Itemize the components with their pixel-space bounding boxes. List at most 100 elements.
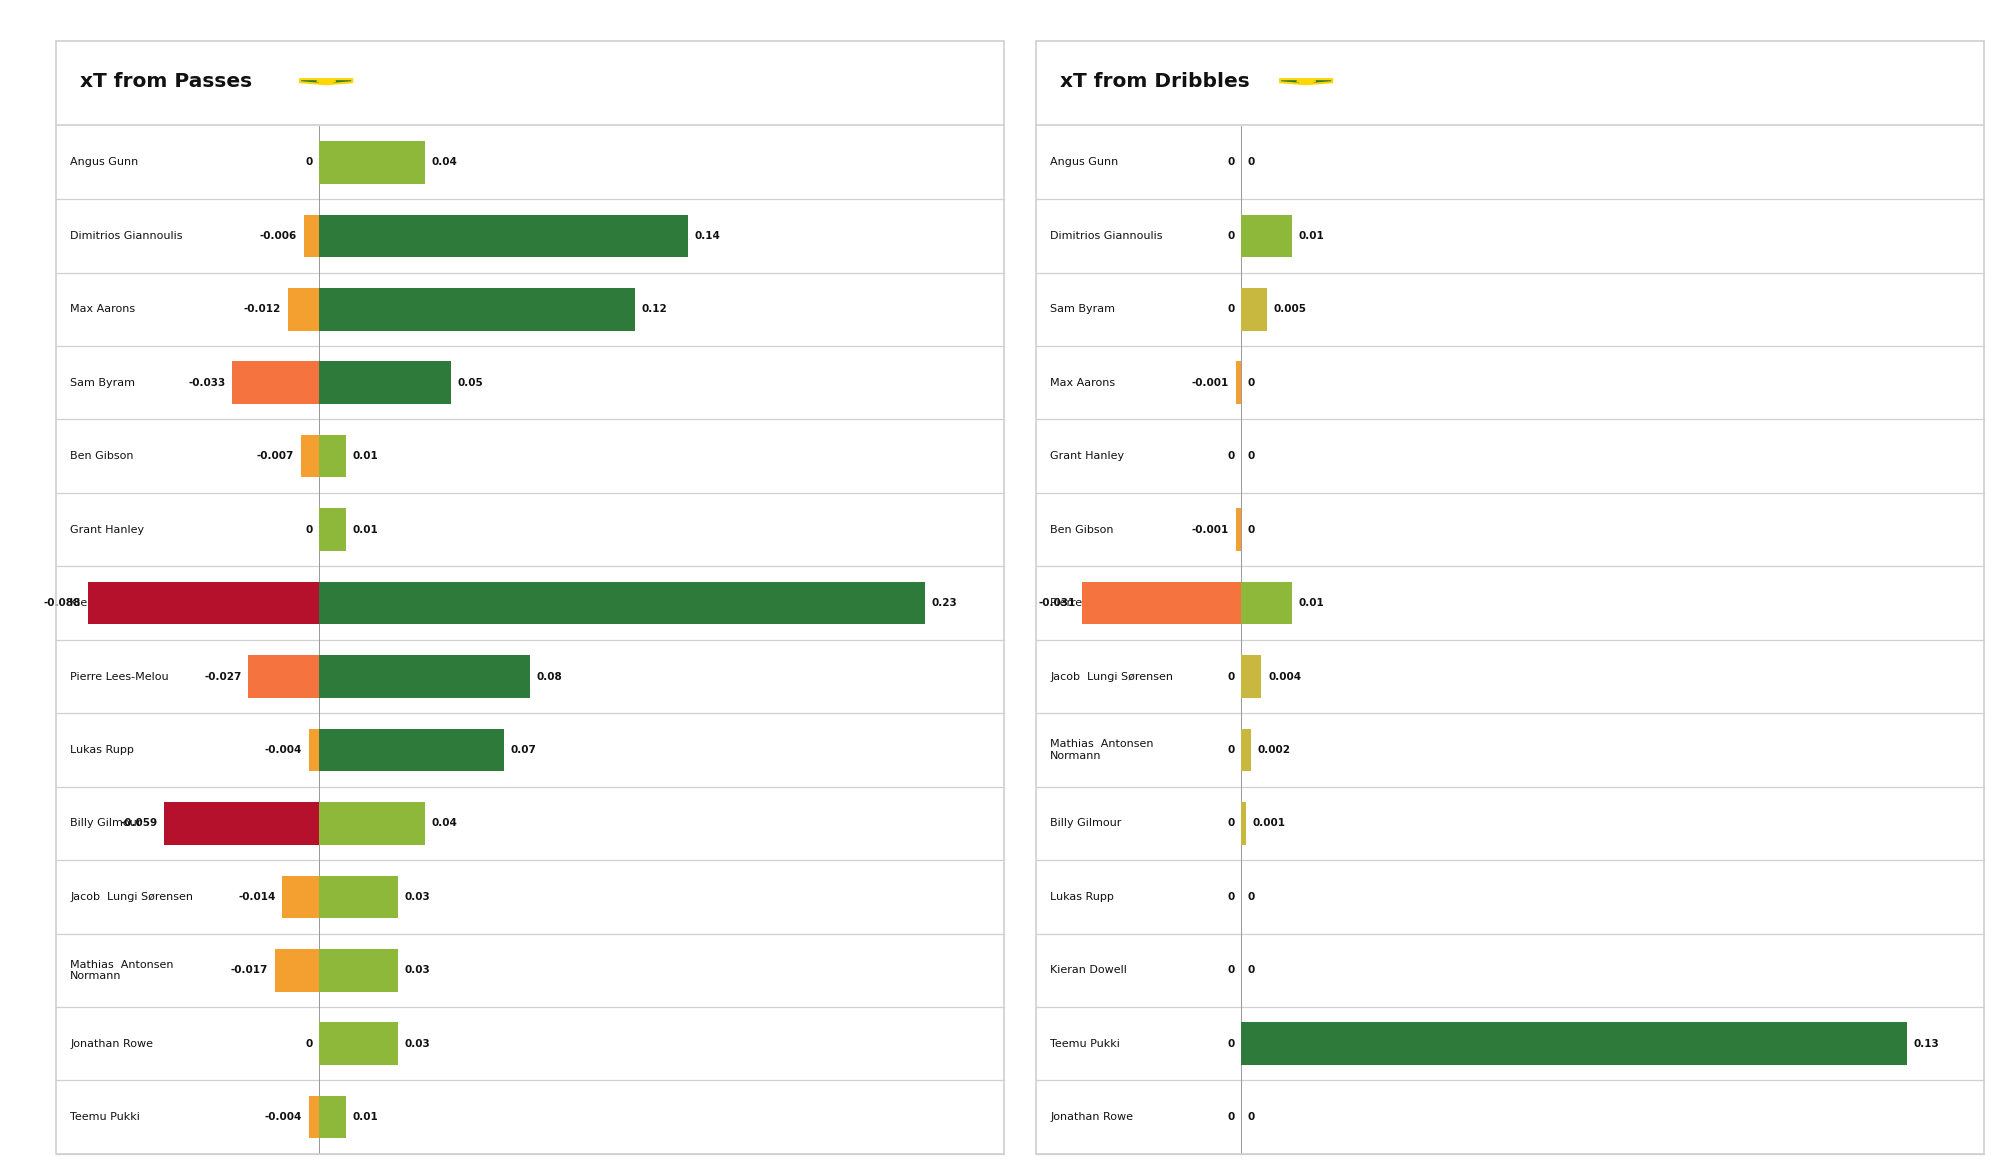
Bar — [320, 582, 924, 624]
Text: Lukas Rupp: Lukas Rupp — [1050, 892, 1114, 902]
Text: 0: 0 — [306, 1039, 312, 1049]
Bar — [1240, 1022, 1908, 1065]
Bar — [320, 875, 398, 918]
Text: 0.002: 0.002 — [1258, 745, 1290, 756]
Text: 0: 0 — [1248, 524, 1254, 535]
Text: 0.01: 0.01 — [352, 451, 378, 462]
Text: -0.001: -0.001 — [1192, 524, 1230, 535]
Circle shape — [320, 82, 332, 83]
Bar — [320, 435, 346, 477]
Bar — [288, 288, 320, 330]
Bar — [248, 656, 320, 698]
Bar — [320, 509, 346, 551]
Text: 0: 0 — [1248, 157, 1254, 168]
Text: Max Aarons: Max Aarons — [70, 304, 136, 315]
Text: 0.001: 0.001 — [1252, 818, 1286, 828]
Text: Teemu Pukki: Teemu Pukki — [1050, 1039, 1120, 1049]
Text: Billy Gilmour: Billy Gilmour — [1050, 818, 1122, 828]
Bar — [1240, 728, 1252, 771]
Text: Billy Gilmour: Billy Gilmour — [70, 818, 142, 828]
Text: 0: 0 — [1228, 451, 1234, 462]
Text: 0: 0 — [1248, 377, 1254, 388]
Text: Kieran Dowell: Kieran Dowell — [1050, 965, 1128, 975]
Circle shape — [1300, 82, 1312, 83]
Text: -0.006: -0.006 — [260, 230, 296, 241]
Bar — [320, 728, 504, 771]
Text: 0.01: 0.01 — [352, 1112, 378, 1122]
Bar — [1240, 656, 1262, 698]
Text: -0.004: -0.004 — [264, 1112, 302, 1122]
Text: xT from Passes: xT from Passes — [80, 72, 252, 92]
Text: -0.031: -0.031 — [1038, 598, 1076, 609]
Text: 0.23: 0.23 — [932, 598, 958, 609]
Bar — [320, 215, 688, 257]
Text: 0: 0 — [1248, 1112, 1254, 1122]
Bar — [320, 949, 398, 992]
Text: Max Aarons: Max Aarons — [1050, 377, 1116, 388]
Text: 0: 0 — [306, 157, 312, 168]
Text: 0: 0 — [1228, 892, 1234, 902]
Bar — [1240, 215, 1292, 257]
Text: Teemu Pukki: Teemu Pukki — [70, 1112, 140, 1122]
Bar — [304, 215, 320, 257]
Bar — [88, 582, 320, 624]
Bar — [1240, 582, 1292, 624]
Text: 0.07: 0.07 — [510, 745, 536, 756]
Polygon shape — [1280, 79, 1332, 85]
Text: 0.03: 0.03 — [404, 965, 430, 975]
Text: Jonathan Rowe: Jonathan Rowe — [1050, 1112, 1134, 1122]
Text: Lukas Rupp: Lukas Rupp — [70, 745, 134, 756]
Text: 0.04: 0.04 — [432, 157, 458, 168]
Text: 0: 0 — [1228, 304, 1234, 315]
Text: -0.088: -0.088 — [44, 598, 80, 609]
Bar — [164, 803, 320, 845]
Text: 0: 0 — [1228, 818, 1234, 828]
Text: 0.01: 0.01 — [1298, 230, 1324, 241]
Text: 0: 0 — [1248, 892, 1254, 902]
Text: 0.004: 0.004 — [1268, 671, 1302, 682]
Text: 0.05: 0.05 — [458, 377, 484, 388]
Text: -0.012: -0.012 — [244, 304, 282, 315]
Circle shape — [1296, 80, 1316, 82]
Bar — [1240, 288, 1266, 330]
Text: 0: 0 — [1228, 157, 1234, 168]
Text: -0.017: -0.017 — [230, 965, 268, 975]
Text: -0.001: -0.001 — [1192, 377, 1230, 388]
Text: 0.03: 0.03 — [404, 1039, 430, 1049]
Bar — [1082, 582, 1240, 624]
Bar — [1236, 509, 1240, 551]
Polygon shape — [300, 79, 352, 85]
Bar — [232, 362, 320, 404]
Bar — [320, 362, 452, 404]
Text: Kieran Dowell: Kieran Dowell — [70, 598, 148, 609]
Text: -0.027: -0.027 — [204, 671, 242, 682]
Text: Jonathan Rowe: Jonathan Rowe — [70, 1039, 154, 1049]
Text: 0.01: 0.01 — [1298, 598, 1324, 609]
Circle shape — [316, 80, 336, 82]
Text: Pierre Lees-Melou: Pierre Lees-Melou — [1050, 598, 1148, 609]
Text: -0.033: -0.033 — [188, 377, 226, 388]
Text: 0: 0 — [1228, 1039, 1234, 1049]
Bar — [320, 803, 424, 845]
Text: 0: 0 — [1228, 745, 1234, 756]
Text: Grant Hanley: Grant Hanley — [70, 524, 144, 535]
Text: 0: 0 — [1228, 1112, 1234, 1122]
Bar — [320, 141, 424, 183]
Text: Dimitrios Giannoulis: Dimitrios Giannoulis — [70, 230, 182, 241]
Bar — [308, 728, 320, 771]
Text: -0.007: -0.007 — [256, 451, 294, 462]
Text: Sam Byram: Sam Byram — [1050, 304, 1116, 315]
Text: Jacob  Lungi Sørensen: Jacob Lungi Sørensen — [70, 892, 194, 902]
Text: 0: 0 — [1248, 965, 1254, 975]
Text: Ben Gibson: Ben Gibson — [1050, 524, 1114, 535]
Text: 0.13: 0.13 — [1914, 1039, 1940, 1049]
Bar — [320, 288, 636, 330]
Text: -0.004: -0.004 — [264, 745, 302, 756]
Text: Ben Gibson: Ben Gibson — [70, 451, 134, 462]
Text: 0.04: 0.04 — [432, 818, 458, 828]
Text: Sam Byram: Sam Byram — [70, 377, 136, 388]
Text: Mathias  Antonsen
Normann: Mathias Antonsen Normann — [70, 960, 174, 981]
Bar — [1236, 362, 1240, 404]
Text: 0: 0 — [1228, 230, 1234, 241]
Bar — [308, 1096, 320, 1139]
